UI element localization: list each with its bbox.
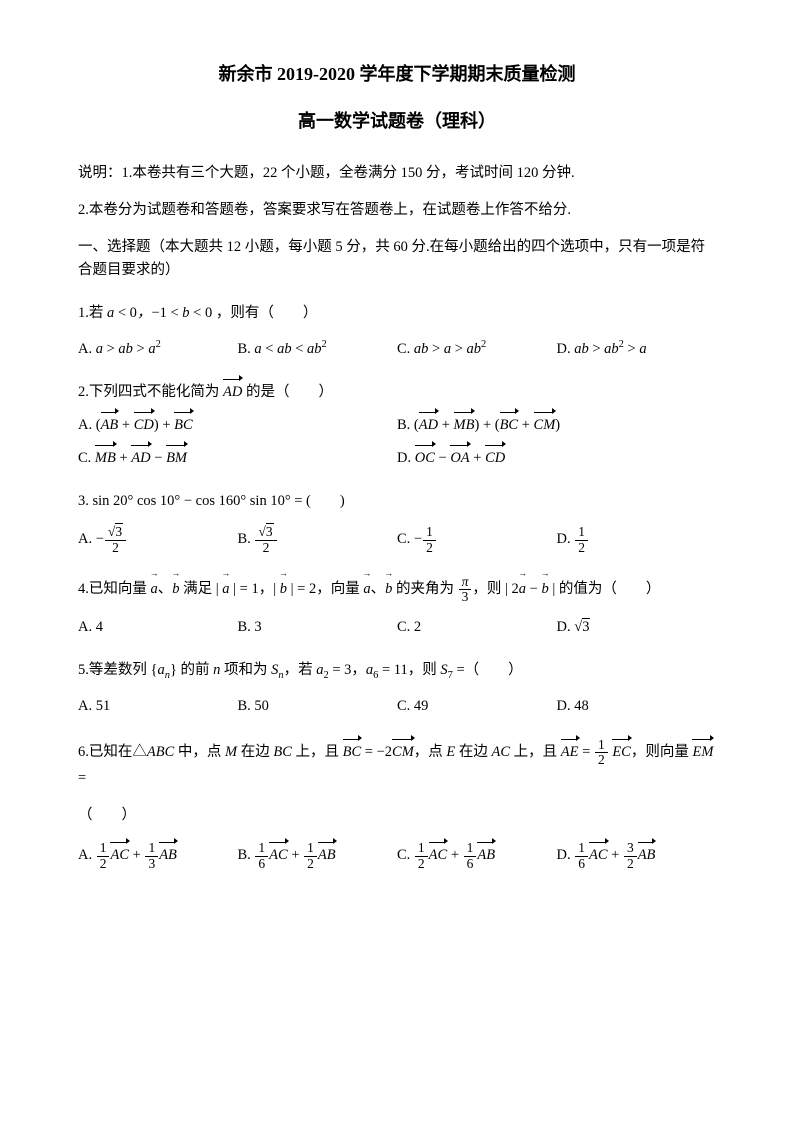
q6-options: A. 12AC + 13AB B. 16AC + 12AB C. 12AC + … [78, 841, 716, 870]
q6-m8: = [579, 744, 594, 760]
q3-stem: 3. sin 20° cos 10° − cos 160° sin 10° = … [78, 493, 345, 509]
q5-opt-b: B. 50 [238, 695, 398, 718]
q4-m1: 、 [158, 581, 173, 597]
q4-opt-c: C. 2 [397, 616, 557, 639]
q6-opt-a: A. 12AC + 13AB [78, 841, 238, 870]
q1-options: A. a > ab > a2 B. a < ab < ab2 C. ab > a… [78, 338, 716, 361]
page-title: 新余市 2019-2020 学年度下学期期末质量检测 [78, 60, 716, 89]
q5-m1: } 的前 [170, 662, 213, 678]
q4-opt-d: D. √3 [557, 616, 717, 639]
q4-opt-b: B. 3 [238, 616, 398, 639]
question-2: 2.下列四式不能化简为 AD 的是（ ） [78, 381, 716, 404]
vec-em-icon: EM [692, 741, 713, 764]
q1-cond: a < 0，−1 < b < 0 [107, 305, 212, 321]
q2-stem-post: 的是（ ） [246, 384, 333, 400]
question-4: 4.已知向量 a、b 满足 | a | = 1，| b | = 2，向量 a、b… [78, 575, 716, 604]
q4-m5: 、 [371, 581, 386, 597]
q4-m3: | = 1，| [230, 581, 280, 597]
question-1: 1.若 a < 0，−1 < b < 0 ，则有（ ） [78, 302, 716, 325]
vec-b2-icon: b [280, 576, 287, 601]
q5-m2: 项和为 [220, 662, 271, 678]
q3-opt-d: D. 12 [557, 525, 717, 554]
q2-opt-b: B. (AD + MB) + (BC + CM) [397, 414, 716, 437]
q4-m4: | = 2，向量 [287, 581, 363, 597]
q2-options-row2: C. MB + AD − BM D. OC − OA + CD [78, 447, 716, 470]
q6-post: ，则向量 [631, 744, 693, 760]
q6-paren: （ ） [78, 804, 716, 827]
q6-m4: = −2 [361, 744, 392, 760]
q1-opt-b: B. a < ab < ab2 [238, 338, 398, 361]
q1-opt-a: A. a > ab > a2 [78, 338, 238, 361]
q6-opt-c: C. 12AC + 16AB [397, 841, 557, 870]
q4-m8: − [526, 581, 541, 597]
q5-options: A. 51 B. 50 C. 49 D. 48 [78, 695, 716, 718]
vec-ec-icon: EC [612, 741, 631, 764]
q4-m6: 的夹角为 [392, 581, 457, 597]
vec-a4-icon: a [519, 576, 526, 601]
q5-opt-c: C. 49 [397, 695, 557, 718]
vec-a3-icon: a [363, 576, 370, 601]
vec-a2-icon: a [222, 576, 229, 601]
q5-post: =（ ） [453, 662, 523, 678]
q1-stem-post: ，则有（ ） [216, 305, 318, 321]
q4-m2: 满足 | [180, 581, 223, 597]
vec-a-icon: a [151, 576, 158, 601]
q1-stem-pre: 1.若 [78, 305, 107, 321]
q1-opt-c: C. ab > a > ab2 [397, 338, 557, 361]
question-6: 6.已知在△ABC 中，点 M 在边 BC 上，且 BC = −2CM，点 E … [78, 738, 716, 791]
q6-m6: 在边 [455, 744, 491, 760]
q3-options: A. −√32 B. √32 C. −12 D. 12 [78, 525, 716, 554]
q5-pre: 5.等差数列 { [78, 662, 157, 678]
q6-m2: 在边 [237, 744, 273, 760]
instruction-1: 说明：1.本卷共有三个大题，22 个小题，全卷满分 150 分，考试时间 120… [78, 162, 716, 185]
q4-post: | 的值为（ ） [549, 581, 661, 597]
page-subtitle: 高一数学试题卷（理科） [78, 107, 716, 136]
q2-opt-c: C. MB + AD − BM [78, 447, 397, 470]
q4-options: A. 4 B. 3 C. 2 D. √3 [78, 616, 716, 639]
vec-b3-icon: b [385, 576, 392, 601]
q3-opt-c: C. −12 [397, 525, 557, 554]
q4-m7: ，则 | 2 [472, 581, 518, 597]
q3-opt-b: B. √32 [238, 525, 398, 554]
q2-options-row1: A. (AB + CD) + BC B. (AD + MB) + (BC + C… [78, 414, 716, 437]
q3-opt-a: A. −√32 [78, 525, 238, 554]
section-1-header: 一、选择题（本大题共 12 小题，每小题 5 分，共 60 分.在每小题给出的四… [78, 236, 716, 282]
q6-pre: 6.已知在△ [78, 744, 147, 760]
q6-m3: 上，且 [292, 744, 343, 760]
q4-opt-a: A. 4 [78, 616, 238, 639]
q6-end: = [78, 770, 86, 786]
vec-ae-icon: AE [561, 741, 579, 764]
q5-opt-d: D. 48 [557, 695, 717, 718]
question-5: 5.等差数列 {an} 的前 n 项和为 Sn，若 a2 = 3，a6 = 11… [78, 659, 716, 682]
instruction-2: 2.本卷分为试题卷和答题卷，答案要求写在答题卷上，在试题卷上作答不给分. [78, 199, 716, 222]
q2-opt-d: D. OC − OA + CD [397, 447, 716, 470]
frac-half-icon: 12 [595, 738, 608, 767]
q6-opt-d: D. 16AC + 32AB [557, 841, 717, 870]
q6-m5: ，点 [414, 744, 447, 760]
vec-bc-icon: BC [343, 741, 362, 764]
vec-ad-icon: AD [223, 381, 242, 404]
q6-m7: 上，且 [510, 744, 561, 760]
q4-pre: 4.已知向量 [78, 581, 151, 597]
vec-cm-icon: CM [392, 741, 414, 764]
vec-b4-icon: b [541, 576, 548, 601]
q2-opt-a: A. (AB + CD) + BC [78, 414, 397, 437]
q5-m5: = 11，则 [378, 662, 440, 678]
q5-opt-a: A. 51 [78, 695, 238, 718]
frac-pi3-icon: π3 [459, 575, 472, 604]
q6-m1: 中，点 [174, 744, 225, 760]
question-3: 3. sin 20° cos 10° − cos 160° sin 10° = … [78, 490, 716, 513]
q6-opt-b: B. 16AC + 12AB [238, 841, 398, 870]
q5-m4: = 3， [329, 662, 366, 678]
q5-m3: ，若 [284, 662, 317, 678]
q2-stem-pre: 2.下列四式不能化简为 [78, 384, 223, 400]
q1-opt-d: D. ab > ab2 > a [557, 338, 717, 361]
vec-b-icon: b [172, 576, 179, 601]
